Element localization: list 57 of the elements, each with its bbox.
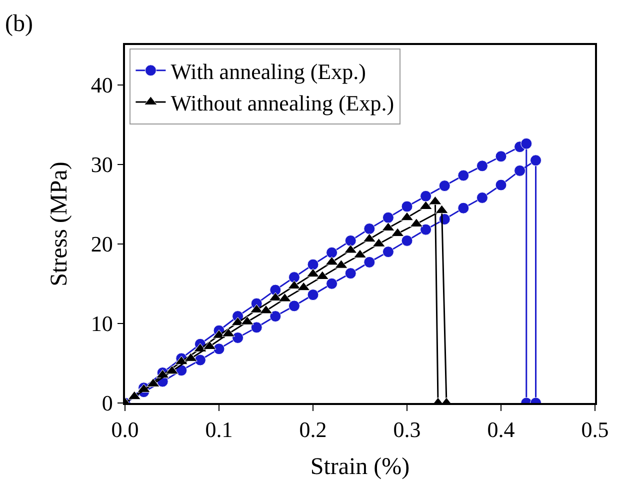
point bbox=[530, 154, 542, 166]
point bbox=[364, 256, 376, 268]
point bbox=[325, 256, 338, 266]
point bbox=[495, 150, 507, 162]
point bbox=[288, 280, 301, 290]
point bbox=[495, 179, 507, 191]
point bbox=[270, 310, 282, 322]
point bbox=[307, 289, 319, 301]
legend-label: With annealing (Exp.) bbox=[170, 58, 366, 84]
point bbox=[438, 180, 450, 192]
point bbox=[288, 300, 300, 312]
point bbox=[232, 332, 244, 344]
point bbox=[458, 170, 470, 182]
point bbox=[316, 270, 329, 280]
x-tick-label: 0.1 bbox=[205, 417, 233, 442]
y-tick-label: 0 bbox=[102, 390, 113, 416]
text: (b) bbox=[5, 11, 33, 37]
point bbox=[128, 390, 141, 400]
point bbox=[391, 228, 404, 237]
point bbox=[458, 202, 470, 214]
x-tick-label: 0.0 bbox=[111, 417, 139, 442]
point bbox=[344, 234, 356, 246]
x-tick-label: 0.2 bbox=[299, 417, 327, 442]
point bbox=[297, 282, 310, 291]
point bbox=[326, 246, 338, 258]
point bbox=[288, 272, 300, 284]
point bbox=[213, 343, 225, 355]
point bbox=[401, 234, 413, 246]
point bbox=[476, 192, 488, 204]
point bbox=[420, 190, 432, 202]
point bbox=[382, 212, 394, 224]
point bbox=[364, 223, 376, 235]
point bbox=[362, 233, 376, 242]
point bbox=[401, 200, 413, 212]
y-tick-label: 30 bbox=[90, 152, 113, 178]
y-tick-label: 10 bbox=[90, 311, 113, 336]
point bbox=[420, 224, 432, 236]
point bbox=[270, 284, 282, 296]
point bbox=[326, 278, 338, 290]
point bbox=[382, 246, 394, 258]
x-tick-label: 0.3 bbox=[393, 417, 421, 442]
y-axis-title: Stress (MPa) bbox=[46, 162, 72, 286]
point bbox=[428, 196, 442, 205]
legend-label: Without annealing (Exp.) bbox=[170, 90, 394, 116]
point bbox=[250, 322, 262, 334]
x-tick-label: 0.4 bbox=[487, 417, 515, 442]
point bbox=[307, 258, 319, 270]
point bbox=[520, 138, 532, 150]
point bbox=[514, 164, 526, 176]
x-axis-title: Strain (%) bbox=[310, 454, 410, 480]
y-tick-label: 20 bbox=[90, 232, 113, 257]
point bbox=[203, 340, 216, 350]
point bbox=[476, 160, 488, 172]
y-tick-label: 40 bbox=[90, 72, 113, 98]
point bbox=[344, 268, 356, 280]
x-tick-label: 0.5 bbox=[581, 417, 609, 442]
point bbox=[194, 354, 206, 366]
